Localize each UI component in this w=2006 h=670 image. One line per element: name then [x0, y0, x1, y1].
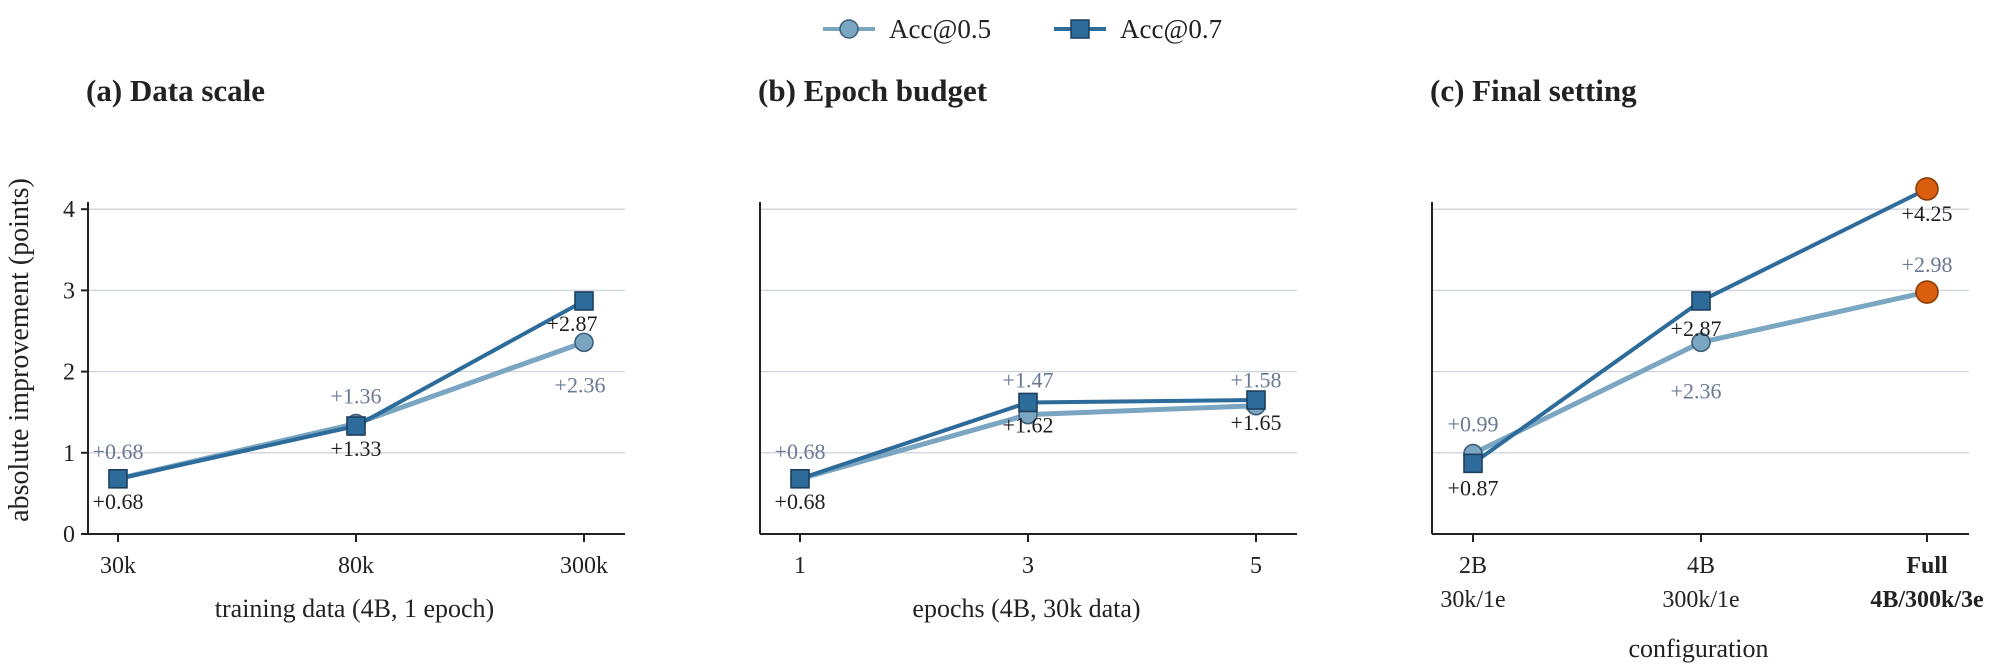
x-tick-label-line2: 30k/1e [1440, 587, 1505, 613]
y-tick-label: 2 [63, 360, 75, 386]
legend-marker-acc07 [1070, 19, 1090, 39]
point-acc07 [346, 416, 366, 436]
data-label-acc07: +0.68 [93, 489, 144, 514]
point-acc07 [1463, 453, 1483, 474]
x-tick-label: 3 [1022, 553, 1034, 579]
x-tick-label-line1: 2B [1459, 553, 1487, 579]
y-axis-label: absolute improvement (points) [4, 178, 35, 522]
panels: 0 1 2 3 4 30k 80k 300k training data (4B, 1 epoc… [63, 73, 1984, 663]
data-label-acc05: +2.36 [1671, 378, 1722, 403]
point-acc07 [1246, 390, 1266, 410]
legend-marker-acc05 [839, 19, 859, 39]
point-acc07 [790, 468, 810, 489]
data-label-acc05: +2.36 [555, 372, 606, 397]
legend: Acc@0.5 Acc@0.7 [823, 14, 1222, 44]
data-label-acc05: +0.68 [775, 439, 826, 464]
point-acc07 [1915, 177, 1939, 201]
panel-title: (a) Data scale [86, 73, 265, 108]
x-tick-label: 300k [560, 553, 608, 579]
x-tick-label-line1: 4B [1687, 553, 1715, 579]
data-label-acc07: +2.87 [1671, 316, 1722, 341]
point-acc05 [1691, 332, 1711, 353]
legend-label: Acc@0.5 [889, 14, 991, 44]
data-label-acc05: +1.36 [331, 384, 382, 409]
data-label-acc05: +1.58 [1231, 368, 1282, 393]
data-label-acc07: +0.68 [775, 489, 826, 514]
panel-title: (b) Epoch budget [758, 73, 988, 108]
data-label-acc07: +2.87 [547, 311, 598, 336]
point-acc05 [1915, 280, 1939, 304]
point-acc07 [108, 468, 128, 489]
x-axis-label: configuration [1628, 634, 1768, 663]
data-label-acc05: +1.47 [1003, 368, 1054, 393]
data-label-acc07: +1.65 [1231, 410, 1282, 435]
legend-label: Acc@0.7 [1120, 14, 1222, 44]
data-label-acc07: +0.87 [1448, 475, 1499, 500]
x-tick-label: 5 [1250, 553, 1262, 579]
panel-3: 2B 30k/1e 4B 300k/1e Full 4B/300k/3e configura… [1430, 73, 1984, 663]
data-label-acc07: +4.25 [1902, 201, 1953, 226]
x-axis-label: epochs (4B, 30k data) [912, 594, 1140, 623]
panel-1: 0 1 2 3 4 30k 80k 300k training data (4B, 1 epoc… [63, 73, 625, 623]
data-label-acc05: +2.98 [1902, 252, 1953, 277]
data-label-acc07: +1.62 [1003, 412, 1054, 437]
y-tick-label: 0 [63, 522, 75, 548]
data-label-acc05: +0.99 [1448, 412, 1499, 437]
point-acc07 [1691, 291, 1711, 311]
x-axis-label: training data (4B, 1 epoch) [215, 594, 494, 623]
y-tick-label: 1 [63, 441, 75, 467]
x-tick-label: 30k [100, 553, 136, 579]
panel-2: 1 3 5 epochs (4B, 30k data) (b) Epoch budget… [758, 73, 1297, 623]
data-label-acc07: +1.33 [331, 436, 382, 461]
y-tick-label: 4 [63, 197, 75, 223]
point-acc07 [1018, 392, 1038, 413]
data-label-acc05: +0.68 [93, 439, 144, 464]
x-tick-label: 80k [338, 553, 374, 579]
point-acc07 [574, 291, 594, 311]
x-tick-label-line1: Full [1906, 553, 1948, 579]
panel-title: (c) Final setting [1430, 73, 1637, 108]
x-tick-label-line2: 4B/300k/3e [1870, 587, 1984, 613]
x-tick-label: 1 [794, 553, 806, 579]
point-acc05 [574, 332, 594, 353]
x-tick-label-line2: 300k/1e [1662, 587, 1739, 613]
y-tick-label: 3 [63, 278, 75, 304]
